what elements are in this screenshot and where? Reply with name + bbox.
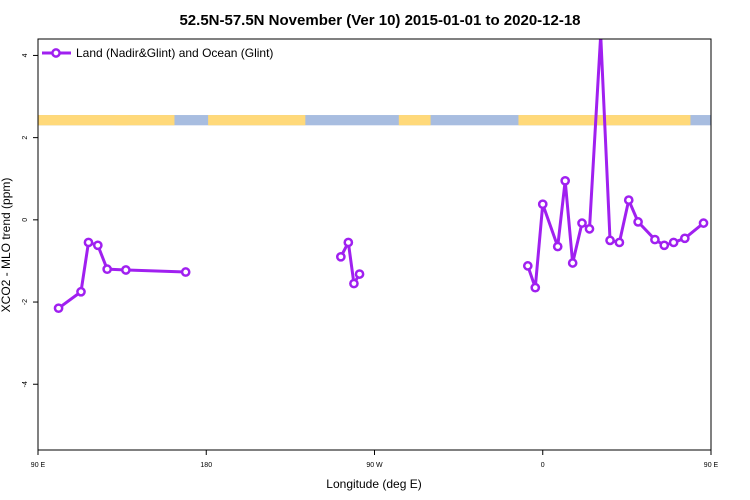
ocean-band [38,115,711,126]
y-tick-label: 4 [22,53,29,57]
data-point [354,269,365,279]
data-point [349,278,359,289]
x-tick-label: 180 [200,462,212,469]
x-tick-label: 90 W [366,462,383,469]
data-point [728,305,735,312]
data-point [698,218,709,228]
data-point [552,241,563,252]
data-point [743,288,750,295]
chart-title: 52.5N-57.5N November (Ver 10) 2015-01-01… [179,12,580,29]
data-point [560,175,571,186]
data-point [650,234,660,245]
legend-marker-swatch [51,48,61,58]
x-tick-label: 0 [541,462,545,469]
data-point [679,233,690,244]
x-axis: 90 E 180 90 W 0 90 E [31,450,719,469]
data-point [53,303,64,314]
series-line [57,240,186,310]
x-tick-label: 90 E [31,462,46,469]
y-tick-label: -4 [22,381,29,387]
data-point [659,240,670,251]
series-line [732,242,750,308]
land-ocean-strip [38,115,711,126]
y-tick-label: 2 [22,136,29,140]
data-point [530,282,541,293]
data-point [121,265,131,275]
data-point [614,237,625,248]
data-point [76,286,86,297]
data-point [537,199,548,210]
plot-data [53,39,750,314]
x-axis-label: Longitude (deg E) [326,477,421,491]
data-point [598,39,604,40]
legend: Land (Nadir&Glint) and Ocean (Glint) [42,46,273,60]
land-band [398,115,431,126]
series-line [339,240,361,286]
data-point [567,258,578,268]
y-axis: -4 -2 0 2 4 [22,53,38,387]
data-point [668,237,679,248]
land-band [208,115,306,126]
land-band [38,115,128,126]
data-point [102,264,113,275]
data-point [577,218,587,228]
y-tick-label: -2 [22,299,29,305]
data-point [522,261,533,271]
data-point [83,237,94,248]
land-band [114,115,175,126]
data-point [180,267,191,277]
data-point [336,251,346,262]
data-point [92,240,103,251]
data-point [343,237,354,248]
x-tick-label: 90 E [704,462,719,469]
legend-label: Land (Nadir&Glint) and Ocean (Glint) [76,46,273,60]
data-point [633,217,643,227]
data-point [584,224,595,234]
y-axis-label: XCO2 - MLO trend (ppm) [0,178,13,313]
y-tick-label: 0 [22,218,29,222]
data-point [623,195,634,205]
data-point [605,235,615,246]
